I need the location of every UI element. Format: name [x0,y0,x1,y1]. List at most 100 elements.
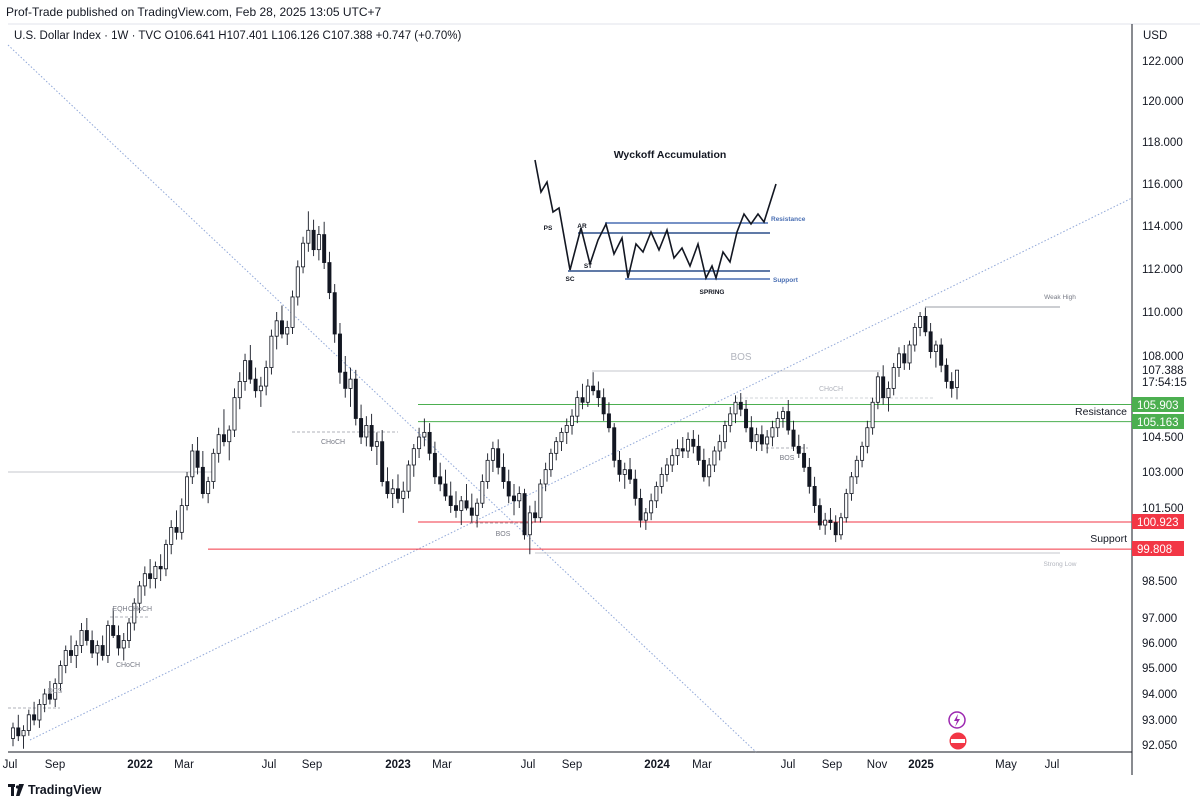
candle-body-up [770,427,775,438]
currency-label[interactable]: USD [1143,30,1168,42]
x-tick-label: Sep [822,759,842,771]
candle-body-up [285,326,290,335]
price-scale[interactable]: 122.000 120.000 118.000 116.000 114.000 112.0… [1142,56,1184,752]
candle [306,211,311,252]
time-scale[interactable]: Jul Sep 2022 Mar Jul Sep 2023 Mar Jul Sep 2024 Mar J… [3,759,1060,771]
candle [248,345,253,384]
candle [221,409,226,447]
candle [570,409,574,435]
candle-body-up [274,320,279,337]
y-tick-label: 97.000 [1142,613,1177,625]
candle-body-up [780,411,785,419]
candle [680,437,685,458]
candle-body-up [37,704,42,721]
candle-body-down [522,493,527,536]
inset-support-label: Support [773,277,799,284]
candle-body-down [69,650,73,656]
candle-body-up [838,517,843,536]
candle [42,688,47,713]
candle [32,701,37,726]
x-tick-label: Jul [781,759,796,771]
candle-body-down [221,434,226,443]
candle [838,512,843,540]
candle [675,439,680,465]
x-tick-label: Mar [174,759,194,771]
candle [185,472,190,511]
candle [817,498,822,530]
candle [812,476,817,513]
candle-body-up [190,450,195,478]
candle-body-up [179,505,184,533]
candle [955,369,959,400]
x-tick-label: Sep [562,759,582,771]
candle [364,416,369,447]
candle [459,496,464,526]
candle-body-down [32,714,37,721]
candle [432,441,437,484]
candle [274,312,279,350]
us-flag-stripe-icon [951,739,965,743]
candle-body-down [759,434,764,445]
candle [327,251,332,300]
candle [332,284,337,343]
candle [385,467,390,499]
candle [907,340,912,370]
candle [548,448,553,477]
candle-body-up [912,326,917,346]
chart-annotation: BOS [48,688,63,695]
candle-body-up [264,367,269,387]
candle-body-up [206,481,211,495]
tradingview-logo-icon[interactable] [8,784,24,796]
event-icons[interactable] [948,711,967,750]
candle-body-up [543,469,548,485]
candle [501,453,506,489]
candle-body-down [812,485,817,506]
candle-body-up [570,415,574,426]
candle [944,358,949,389]
candle-body-up [211,452,216,483]
candle [670,448,675,472]
candle [654,481,659,508]
candle [860,441,865,468]
tradingview-brand[interactable]: TradingView [28,783,102,797]
x-tick-label: Jul [521,759,536,771]
candle [359,404,364,444]
candle-body-down [944,364,949,382]
candle [659,467,664,494]
y-tick-label: 118.000 [1142,137,1183,149]
candle-body-up [860,445,865,461]
candle [554,437,559,461]
candle-body-up [707,464,712,478]
candle [923,307,928,337]
symbol-legend[interactable]: U.S. Dollar Index · 1W · TVC O106.641 H1… [14,30,462,42]
candle [279,305,284,339]
candle [649,493,654,521]
candle-body-down [701,459,706,478]
y-tick-label: 116.000 [1142,179,1183,191]
candle [575,390,580,424]
candle [844,488,849,523]
y-tick-label: 94.000 [1142,689,1177,701]
candle-body-up [823,519,828,526]
price-tag-box [1132,414,1184,429]
candle-body-up [26,714,31,731]
y-tick-label: 96.000 [1142,638,1177,650]
candle [949,372,954,398]
candle-body-down [47,693,52,700]
candle [37,699,42,728]
candle [585,379,590,407]
candle-body-down [796,445,801,454]
candle [823,512,828,535]
y-tick-label: 101.500 [1142,503,1184,515]
candle-body-up [401,490,406,499]
candle-body-down [195,450,200,468]
price-tag-value: 100.923 [1137,517,1179,529]
candle [765,430,770,454]
candle-body-up [654,485,659,502]
candle-body-up [728,413,733,426]
candle-body-down [744,408,749,429]
candle-body-down [939,344,944,366]
candle-body-up [258,385,263,392]
candle [722,420,727,449]
